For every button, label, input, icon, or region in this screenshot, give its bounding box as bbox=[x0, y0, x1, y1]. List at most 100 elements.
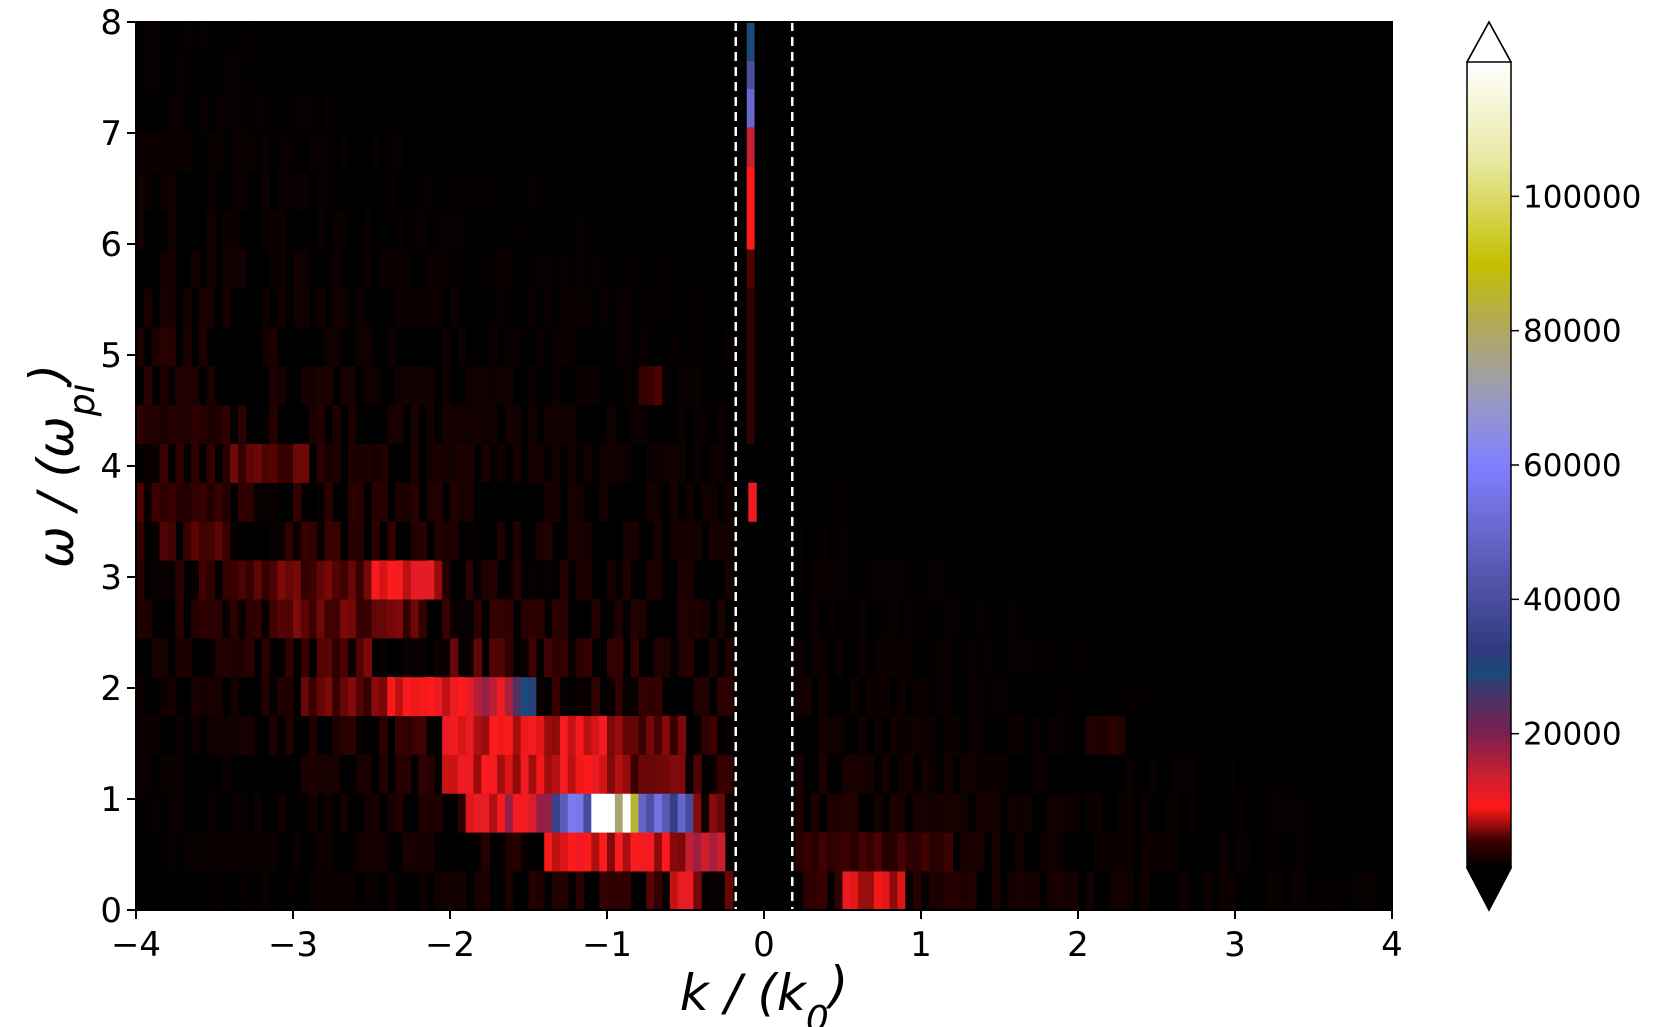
heatmap-cell bbox=[442, 327, 451, 367]
heatmap-cell bbox=[269, 676, 278, 717]
heatmap-cell bbox=[646, 443, 655, 483]
heatmap-cell bbox=[544, 832, 553, 872]
heatmap-cell bbox=[826, 832, 836, 872]
heatmap-cell bbox=[465, 443, 475, 483]
heatmap-cell bbox=[308, 521, 318, 561]
heatmap-cell bbox=[457, 404, 467, 445]
heatmap-cell bbox=[418, 560, 428, 600]
heatmap-cell bbox=[826, 793, 836, 833]
heatmap-cell bbox=[136, 676, 145, 717]
heatmap-cell bbox=[332, 599, 341, 639]
heatmap-cell bbox=[944, 871, 953, 910]
heatmap-cell bbox=[222, 482, 231, 522]
x-tick-label: 4 bbox=[1381, 925, 1403, 965]
heatmap-cell bbox=[277, 171, 286, 211]
heatmap-cell bbox=[1030, 871, 1040, 910]
heatmap-cell bbox=[159, 366, 168, 406]
heatmap-cell bbox=[261, 210, 271, 250]
heatmap-cell bbox=[395, 210, 404, 250]
heatmap-cell bbox=[1203, 871, 1213, 910]
heatmap-cell bbox=[269, 249, 278, 289]
heatmap-cell bbox=[559, 327, 569, 367]
heatmap-cell bbox=[638, 366, 647, 406]
heatmap-cell bbox=[575, 288, 585, 328]
heatmap-cell bbox=[881, 599, 891, 639]
heatmap-cell bbox=[654, 754, 663, 794]
heatmap-cell bbox=[277, 793, 286, 833]
heatmap-cell bbox=[567, 482, 577, 522]
heatmap-cell bbox=[387, 171, 396, 211]
heatmap-cell bbox=[528, 715, 537, 755]
heatmap-cell bbox=[552, 676, 561, 717]
heatmap-cell bbox=[214, 832, 223, 872]
heatmap-cell bbox=[442, 404, 451, 445]
heatmap-cell bbox=[661, 638, 671, 678]
heatmap-cell bbox=[167, 133, 176, 173]
heatmap-cell bbox=[450, 210, 459, 250]
heatmap-cell bbox=[599, 832, 608, 872]
heatmap-cell bbox=[489, 366, 498, 406]
heatmap-cell bbox=[285, 443, 294, 483]
heatmap-cell bbox=[567, 715, 577, 755]
heatmap-cell bbox=[183, 366, 192, 406]
heatmap-cell bbox=[277, 676, 286, 717]
heatmap-cell bbox=[575, 832, 585, 872]
heatmap-cell bbox=[1266, 793, 1275, 833]
heatmap-cell bbox=[167, 676, 176, 717]
heatmap-cell bbox=[866, 676, 875, 717]
heatmap-cell bbox=[473, 638, 482, 678]
heatmap-column-cell bbox=[746, 166, 755, 250]
heatmap-cell bbox=[347, 366, 357, 406]
heatmap-cell bbox=[143, 288, 153, 328]
heatmap-cell bbox=[450, 676, 459, 717]
heatmap-cell bbox=[332, 754, 341, 794]
heatmap-cell bbox=[528, 560, 537, 600]
heatmap-cell bbox=[175, 133, 184, 173]
heatmap-cell bbox=[661, 715, 671, 755]
heatmap-cell bbox=[387, 599, 396, 639]
heatmap-cell bbox=[544, 560, 553, 600]
heatmap-cell bbox=[489, 560, 498, 600]
heatmap-cell bbox=[175, 715, 184, 755]
heatmap-cell bbox=[1148, 754, 1158, 794]
heatmap-cell bbox=[1038, 638, 1048, 678]
heatmap-cell bbox=[190, 443, 200, 483]
heatmap-cell bbox=[685, 560, 694, 600]
heatmap-cell bbox=[599, 288, 608, 328]
heatmap-cell bbox=[238, 599, 247, 639]
heatmap-cell bbox=[669, 832, 679, 872]
heatmap-cell bbox=[1360, 871, 1370, 910]
heatmap-cell bbox=[136, 754, 145, 794]
heatmap-cell bbox=[245, 133, 255, 173]
heatmap-cell bbox=[230, 249, 239, 289]
heatmap-cell bbox=[308, 133, 318, 173]
heatmap-cell bbox=[826, 599, 836, 639]
heatmap-cell bbox=[826, 715, 836, 755]
heatmap-cell bbox=[1180, 871, 1189, 910]
heatmap-cell bbox=[512, 521, 522, 561]
heatmap-cell bbox=[206, 560, 216, 600]
heatmap-cell bbox=[387, 249, 396, 289]
heatmap-cell bbox=[316, 288, 325, 328]
heatmap-cell bbox=[230, 171, 239, 211]
heatmap-cell bbox=[136, 22, 145, 56]
heatmap-cell bbox=[709, 793, 718, 833]
heatmap-cell bbox=[190, 560, 200, 600]
heatmap-cell bbox=[614, 327, 624, 367]
heatmap-cell bbox=[905, 599, 914, 639]
heatmap-cell bbox=[340, 288, 349, 328]
heatmap-cell bbox=[599, 482, 608, 522]
heatmap-cell bbox=[426, 366, 435, 406]
heatmap-cell bbox=[654, 638, 663, 678]
heatmap-cell bbox=[818, 676, 828, 717]
heatmap-cell bbox=[693, 521, 702, 561]
heatmap-cell bbox=[402, 288, 412, 328]
heatmap-cell bbox=[332, 871, 341, 910]
heatmap-cell bbox=[897, 715, 906, 755]
heatmap-cell bbox=[583, 521, 592, 561]
heatmap-cell bbox=[198, 94, 208, 134]
heatmap-cell bbox=[520, 638, 530, 678]
heatmap-cell bbox=[944, 676, 953, 717]
heatmap-cell bbox=[245, 560, 255, 600]
heatmap-cell bbox=[347, 404, 357, 445]
